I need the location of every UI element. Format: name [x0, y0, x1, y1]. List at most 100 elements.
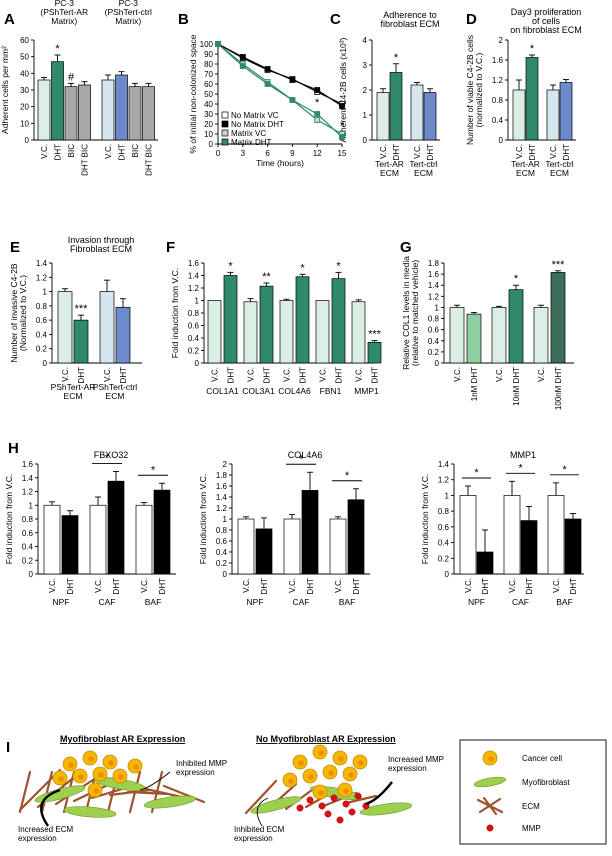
significance-mark: * [151, 464, 156, 476]
y-axis-label: Number of invasive C4-2B(Normalized to V… [9, 263, 28, 363]
group-label: PC-3 (PShTert-ctrl Matrix) [105, 0, 152, 26]
y-tick-label: 0.8 [188, 309, 200, 318]
y-tick-label: 0.2 [428, 348, 440, 357]
significance-mark: * [394, 52, 399, 64]
y-tick-label: 30 [20, 86, 29, 95]
y-tick-label: 4 [363, 36, 368, 45]
y-tick-label: 1.6 [22, 460, 34, 469]
cancer-cell-nucleus-icon [348, 772, 354, 778]
x-tick-label: 9 [290, 149, 295, 158]
y-tick-label: 0 [363, 136, 368, 145]
data-point [339, 134, 345, 140]
data-point [289, 97, 296, 103]
cancer-cell-nucleus-icon [338, 756, 344, 762]
y-tick-label: 1.4 [216, 493, 228, 502]
y-axis-label: Adherent C4-2B cells (x10³) [338, 37, 348, 142]
myofibroblast-icon [34, 785, 86, 803]
bar [533, 307, 549, 364]
cancer-cell-nucleus-icon [118, 774, 124, 780]
category-label: DHT [66, 578, 75, 595]
bar [491, 307, 507, 364]
legend-label: ECM [522, 802, 540, 811]
series-line [217, 43, 343, 107]
group-label: CAF [293, 597, 310, 607]
bar [367, 342, 382, 364]
category-label: DHT [299, 367, 308, 384]
y-tick-label: 0.6 [438, 523, 450, 532]
x-tick-label: 6 [265, 149, 270, 158]
bar [78, 84, 91, 141]
bar [61, 515, 79, 575]
y-tick-label: 0.6 [188, 322, 200, 331]
bar [73, 319, 89, 364]
category-label: DHT [392, 144, 401, 161]
y-tick-label: 1.4 [438, 460, 450, 469]
myofibroblast-icon [359, 802, 413, 816]
cancer-cell-nucleus-icon [78, 774, 84, 780]
bar [315, 300, 330, 364]
group-label: BAF [145, 597, 162, 607]
category-label: DHT [371, 367, 380, 384]
significance-mark: * [336, 260, 341, 272]
y-tick-label: 0 [223, 570, 228, 579]
group-label: Tert-AR ECM [511, 159, 540, 178]
mmp-icon [330, 794, 338, 802]
y-tick-label: 1.4 [22, 474, 34, 483]
y-tick-label: 0.2 [438, 554, 450, 563]
bar [331, 278, 346, 364]
category-label: V.C. [94, 578, 103, 593]
chart-d: D Day3 proliferation of cells on fibroblast… [465, 7, 582, 178]
bar [153, 489, 171, 575]
cancer-cell-nucleus-icon [93, 788, 99, 794]
mmp-icon [354, 792, 362, 800]
category-label: V.C. [515, 144, 524, 159]
legend-entry: Matrix DHT [231, 138, 272, 147]
y-tick-label: 40 [204, 100, 213, 109]
increase-arrow [40, 788, 61, 827]
group-label: FBN1 [320, 386, 342, 396]
y-tick-label: 2 [223, 460, 228, 469]
significance-mark: * [315, 97, 320, 109]
ecm-fiber-icon [344, 794, 378, 805]
category-label: DHT [352, 578, 361, 595]
y-tick-label: 1.2 [188, 284, 200, 293]
cancer-cell-nucleus-icon [318, 790, 324, 796]
bar [520, 520, 538, 575]
category-label: DHT [118, 144, 127, 161]
category-label: DHT [481, 578, 490, 595]
cancer-cell-nucleus-icon [308, 774, 314, 780]
myofibroblast-icon [473, 776, 507, 788]
bar [64, 86, 78, 141]
y-tick-label: 0 [435, 359, 440, 368]
y-tick-label: 1 [445, 491, 450, 500]
significance-mark: * [518, 462, 523, 474]
y-tick-label: 1.8 [216, 471, 228, 480]
category-label: DHT [562, 144, 571, 161]
group-label: BAF [556, 597, 573, 607]
increase-arrow [365, 781, 393, 806]
legend-label: Cancer cell [522, 754, 562, 763]
data-point [239, 54, 246, 60]
category-label: V.C. [453, 367, 462, 382]
y-tick-label: 0 [499, 136, 504, 145]
y-tick-label: 1 [29, 501, 34, 510]
group-label: NPF [53, 597, 70, 607]
cancer-cell-nucleus-icon [358, 760, 364, 766]
right-mmp-label: Increased MMP expression [388, 755, 444, 773]
y-tick-label: 1.6 [492, 56, 504, 65]
category-label: V.C. [549, 144, 558, 159]
chart-a: A 0 10 20 30 40 50 60 Adherent cells per mm² V.C.… [0, 0, 158, 176]
category-label: DHT BIC [145, 144, 154, 176]
legend-swatch [221, 138, 229, 146]
chart-f: F 0 0.2 0.4 0.6 0.8 1 1.2 1.4 1.6 Fold induction f… [166, 239, 382, 396]
cancer-cell-nucleus-icon [488, 756, 494, 762]
bar [301, 490, 319, 575]
bar [207, 300, 222, 364]
panel-letter: E [10, 239, 20, 256]
category-label: V.C. [413, 144, 422, 159]
bar [115, 74, 128, 141]
bar [57, 291, 73, 364]
group-label: MMP1 [354, 386, 379, 396]
ecm-fiber-icon [40, 770, 54, 814]
